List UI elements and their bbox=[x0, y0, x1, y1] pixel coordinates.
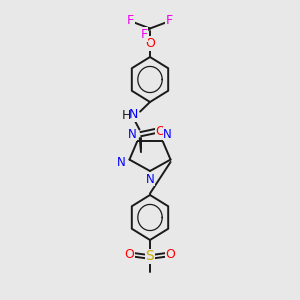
Text: F: F bbox=[166, 14, 173, 28]
Text: O: O bbox=[166, 248, 175, 262]
Text: F: F bbox=[140, 28, 148, 41]
Text: S: S bbox=[146, 250, 154, 263]
Text: N: N bbox=[117, 156, 126, 169]
Text: O: O bbox=[145, 37, 155, 50]
Text: N: N bbox=[129, 108, 138, 121]
Text: F: F bbox=[127, 14, 134, 28]
Text: O: O bbox=[125, 248, 134, 262]
Text: O: O bbox=[156, 124, 165, 138]
Text: N: N bbox=[163, 128, 172, 141]
Text: N: N bbox=[128, 128, 137, 141]
Text: N: N bbox=[146, 173, 154, 186]
Text: H: H bbox=[122, 109, 132, 122]
